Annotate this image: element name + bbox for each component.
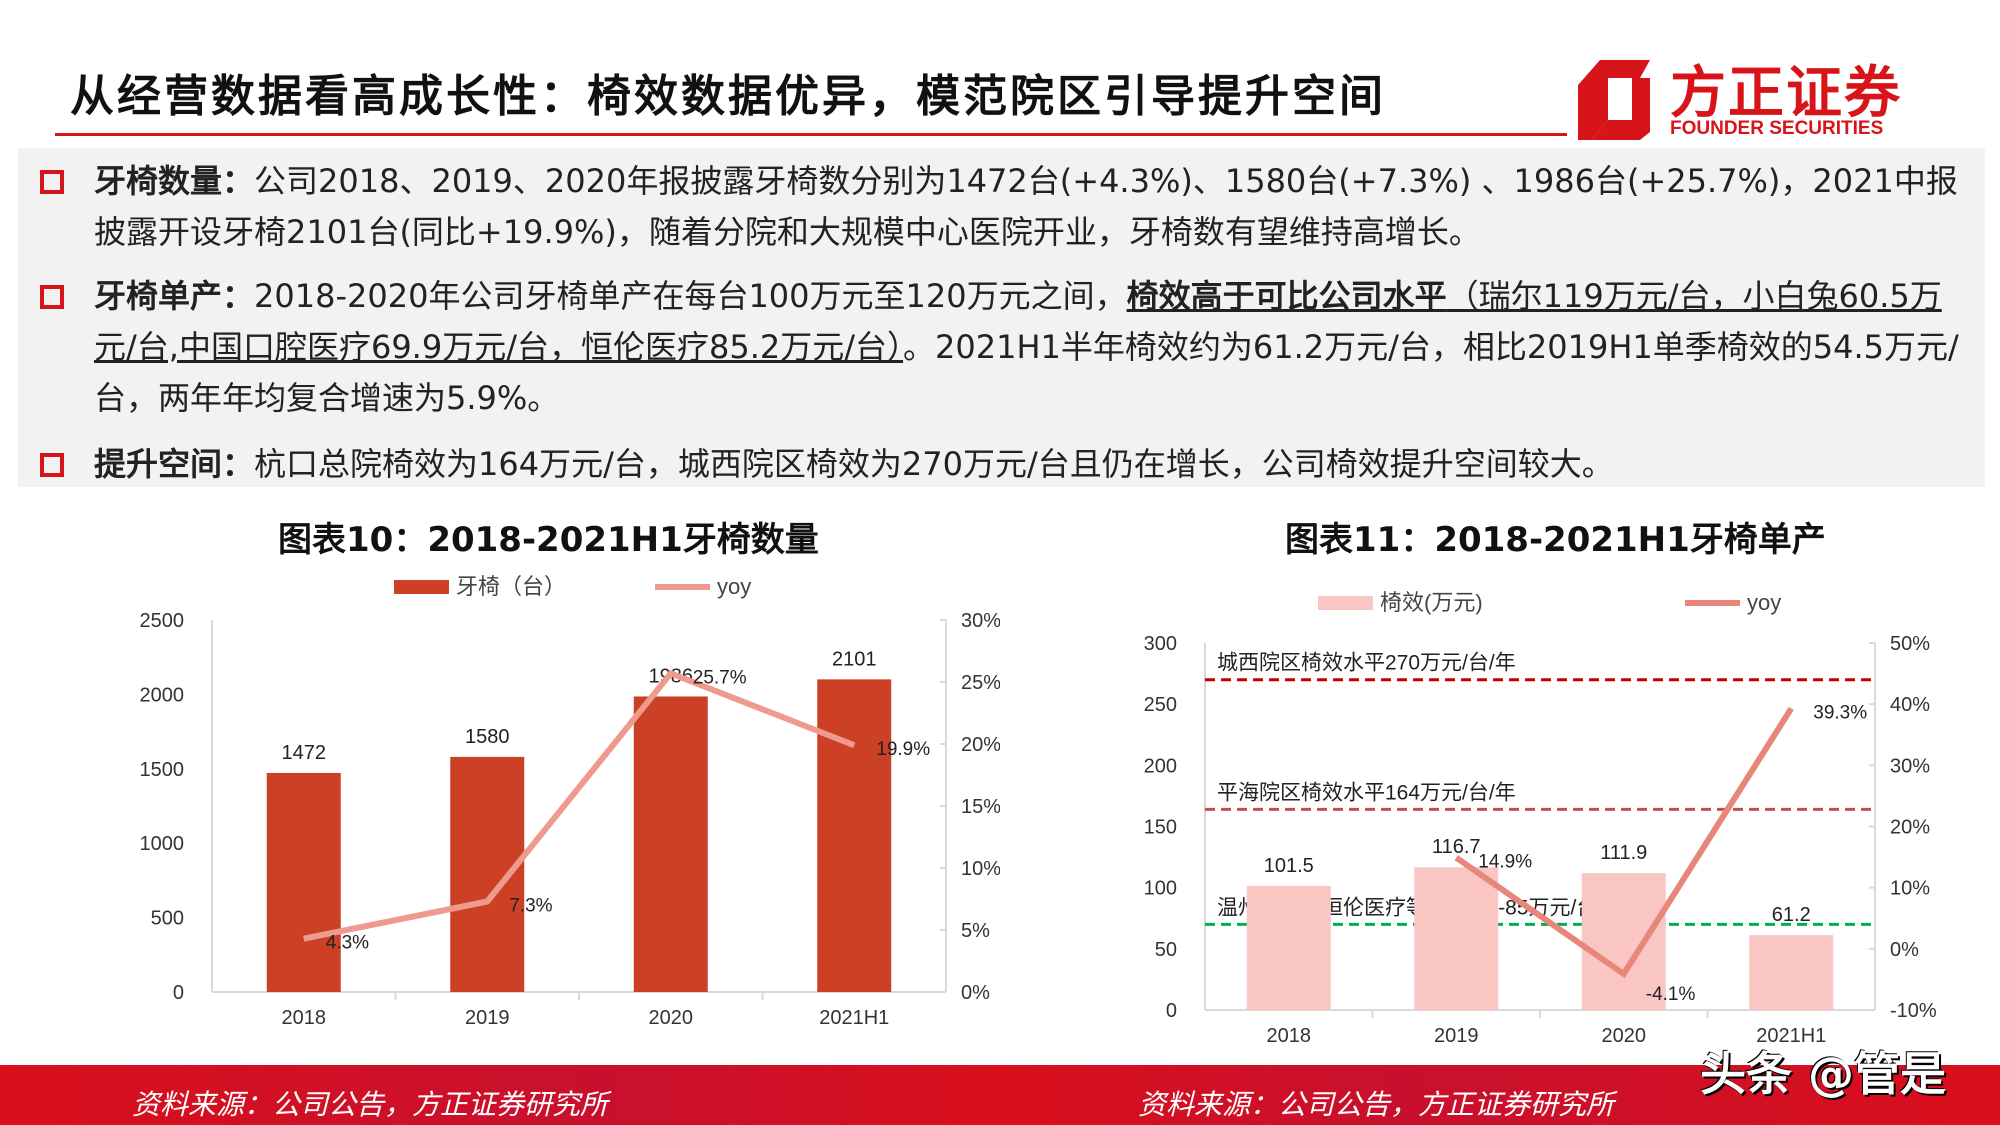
bar [1414,867,1499,1010]
y2-tick-label: 0% [961,982,990,1004]
y-tick-label: 250 [1144,694,1177,716]
source-note-right: 资料来源：公司公告，方正证券研究所 [1138,1088,1615,1121]
bullet-label: 提升空间： [94,445,255,483]
legend-bar-swatch [1318,596,1373,610]
bullet-label: 牙椅数量： [94,162,255,200]
watermark: 头条 @管是 [1700,1047,1947,1101]
x-tick-label: 2019 [1434,1025,1479,1047]
line-data-label: 4.3% [326,933,369,954]
logo-mark-icon [1578,60,1650,140]
bullet-chair-count: 牙椅数量：公司2018、2019、2020年报披露牙椅数分别为1472台(+4.… [40,156,1970,258]
y-tick-label: 50 [1155,939,1177,961]
line-data-label: 19.9% [876,739,930,760]
bullet-emphasis: 椅效高于可比公司水平 [1126,277,1447,315]
legend-line-label: yoy [717,574,751,599]
bar-data-label: 1580 [465,726,510,748]
x-tick-label: 2020 [649,1007,694,1029]
y2-tick-label: 30% [961,610,1000,632]
footer-band [0,1065,2000,1125]
bar [817,679,892,992]
line-data-label: 25.7% [693,667,747,688]
reference-line-label: 城西院区椅效水平270万元/台/年 [1217,652,1516,675]
y2-tick-label: 20% [961,734,1000,756]
y2-tick-label: 50% [1890,633,1930,655]
line-data-label: 7.3% [509,895,552,916]
bullet-text: 2018-2020年公司牙椅单产在每台100万元至120万元之间， [254,277,1127,315]
bar [633,696,708,992]
chart10: 0 500 1000 1500 2000 2500 0% 5% 10% 15% 20% 25% 30% 1… [140,574,1001,1029]
bar-data-label: 111.9 [1600,842,1647,864]
legend-line-label: yoy [1747,590,1781,615]
square-bullet-icon [40,453,64,477]
y-tick-label: 200 [1144,755,1177,777]
y-tick-label: 150 [1144,817,1177,839]
founder-securities-logo: 方正证券 FOUNDER SECURITIES [1570,52,1910,142]
bullet-text: 杭口总院椅效为164万元/台，城西院区椅效为270万元/台且仍在增长，公司椅效提… [254,445,1614,483]
y2-tick-label: 10% [1890,878,1930,900]
y-tick-label: 1000 [140,833,185,855]
square-bullet-icon [40,285,64,309]
line-data-label: 14.9% [1478,852,1532,873]
source-note-left: 资料来源：公司公告，方正证券研究所 [132,1088,609,1121]
y-tick-label: 1500 [140,759,185,781]
y-tick-label: 2000 [140,684,185,706]
logo-text-cn: 方正证券 [1670,61,1902,126]
y2-tick-label: 25% [961,672,1000,694]
yoy-line [303,669,856,942]
chart10-title: 图表10：2018-2021H1牙椅数量 [278,520,819,560]
logo-text-en: FOUNDER SECURITIES [1670,118,1884,139]
bullet-underline: （瑞尔119万元/台，小白兔60.5万元/台,中国口腔医疗69.9万元/台，恒伦… [94,277,1942,366]
y2-tick-label: 5% [961,920,990,942]
legend-bar-swatch [394,580,449,594]
legend-bar-label: 椅效(万元) [1380,590,1483,615]
y2-tick-label: 40% [1890,694,1930,716]
y-tick-label: 0 [173,982,184,1004]
y2-tick-label: 0% [1890,939,1919,961]
y-tick-label: 100 [1144,878,1177,900]
line-data-label: -4.1% [1646,984,1696,1005]
page-title: 从经营数据看高成长性：椅效数据优异，模范院区引导提升空间 [70,71,1386,122]
yoy-line [1454,706,1794,979]
title-divider [55,133,1567,136]
x-tick-label: 2019 [465,1007,510,1029]
bullet-chair-output: 牙椅单产：2018-2020年公司牙椅单产在每台100万元至120万元之间，椅效… [40,271,1970,424]
bar-data-label: 1472 [282,742,327,764]
chart11-title: 图表11：2018-2021H1牙椅单产 [1285,520,1826,560]
bullet-text-tail: 。2021H1半年椅效约为61.2万元/台，相比2019H1单季椅效的54.5万… [94,328,1959,417]
bar [1749,935,1834,1010]
y-tick-label: 500 [151,908,184,930]
y2-tick-label: 10% [961,858,1000,880]
bullet-text: 公司2018、2019、2020年报披露牙椅数分别为1472台(+4.3%)、1… [94,162,1958,251]
bar [266,772,341,992]
legend-bar-label: 牙椅（台） [456,574,566,599]
bullet-label: 牙椅单产： [94,277,255,315]
reference-line-label: 平海院区椅效水平164万元/台/年 [1217,781,1516,804]
y2-tick-label: -10% [1890,1000,1937,1022]
y-tick-label: 0 [1166,1000,1177,1022]
bullet-upside: 提升空间：杭口总院椅效为164万元/台，城西院区椅效为270万元/台且仍在增长，… [40,439,1970,490]
bar [450,756,525,992]
chart11: 0 50 100 150 200 250 300 -10% 0% 10% 20% 30% 40% 50% 城… [1144,590,1937,1047]
y-tick-label: 300 [1144,633,1177,655]
x-tick-label: 2021H1 [819,1007,889,1029]
y2-tick-label: 30% [1890,755,1930,777]
bar [1246,885,1331,1010]
y2-tick-label: 15% [961,796,1000,818]
x-tick-label: 2020 [1602,1025,1647,1047]
square-bullet-icon [40,170,64,194]
x-tick-label: 2018 [1267,1025,1312,1047]
bar-data-label: 101.5 [1264,855,1314,877]
bar-data-label: 2101 [832,648,877,670]
line-data-label: 39.3% [1813,702,1867,723]
x-tick-label: 2018 [282,1007,327,1029]
bar-data-label: 116.7 [1432,836,1481,858]
summary-box [18,148,1985,487]
bar-data-label: 61.2 [1772,904,1811,926]
bar [1581,873,1666,1010]
x-tick-label: 2021H1 [1756,1025,1826,1047]
y-tick-label: 2500 [140,610,185,632]
y2-tick-label: 20% [1890,817,1930,839]
